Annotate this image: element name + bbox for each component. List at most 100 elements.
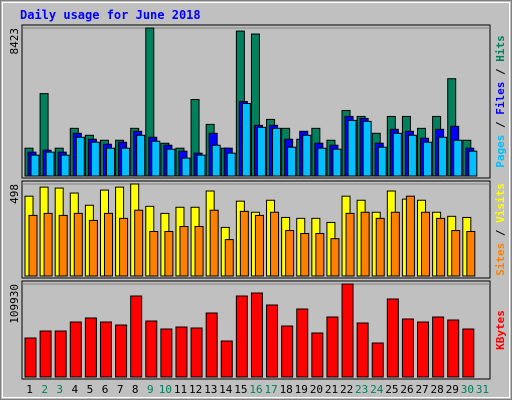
legend: Sites / Visits <box>494 183 507 276</box>
bar <box>121 147 131 177</box>
x-tick-label: 2 <box>41 383 48 396</box>
bar <box>194 225 204 277</box>
x-tick-label: 9 <box>147 383 154 396</box>
x-tick-label: 19 <box>295 383 308 396</box>
x-tick-label: 20 <box>310 383 323 396</box>
bar <box>438 136 448 177</box>
bar <box>405 195 415 277</box>
bar <box>181 157 191 177</box>
bar <box>103 212 113 277</box>
x-tick-label: 28 <box>431 383 444 396</box>
bar <box>377 146 387 177</box>
bar <box>287 146 297 177</box>
bar <box>69 321 82 378</box>
bar <box>75 136 85 177</box>
x-tick-label: 21 <box>325 383 338 396</box>
x-tick-label: 8 <box>132 383 139 396</box>
x-tick-label: 10 <box>159 383 172 396</box>
bar <box>300 233 310 277</box>
bar <box>390 211 400 277</box>
bar <box>235 295 248 378</box>
legend-entry: KBytes <box>494 310 507 350</box>
bar <box>256 126 266 177</box>
bar <box>54 330 67 378</box>
bar <box>45 151 55 177</box>
x-tick-label: 17 <box>264 383 277 396</box>
x-tick-label: 1 <box>26 383 33 396</box>
bar <box>134 209 144 277</box>
bar <box>196 154 206 177</box>
bar <box>226 152 236 177</box>
bar <box>145 320 158 378</box>
bar <box>451 230 461 277</box>
legend-entry: Visits <box>494 183 507 223</box>
bar <box>99 321 112 378</box>
bar <box>417 321 430 378</box>
bar <box>224 239 234 277</box>
y-tick-label: 109930 <box>8 284 21 324</box>
bar <box>90 141 100 177</box>
bar <box>311 332 324 378</box>
x-tick-label: 13 <box>204 383 217 396</box>
bar <box>326 316 339 378</box>
legend-entry: Pages <box>494 135 507 168</box>
bar <box>356 322 369 378</box>
bar <box>330 238 340 277</box>
bar <box>151 140 161 177</box>
bar <box>392 132 402 177</box>
bar <box>179 225 189 277</box>
legend-separator: / <box>494 115 507 135</box>
bar <box>317 147 327 177</box>
bar <box>341 283 354 378</box>
bar <box>423 141 433 177</box>
legend-separator: / <box>494 62 507 82</box>
bar <box>345 212 355 277</box>
bar <box>205 312 218 378</box>
x-tick-label: 12 <box>189 383 202 396</box>
bar <box>88 219 98 277</box>
x-tick-label: 24 <box>370 383 384 396</box>
chart-title: Daily usage for June 2018 <box>20 8 201 22</box>
x-tick-label: 14 <box>219 383 233 396</box>
bar <box>468 150 478 177</box>
bar <box>136 134 146 177</box>
x-tick-label: 4 <box>72 383 79 396</box>
bar <box>453 139 463 177</box>
bar <box>164 230 174 277</box>
x-tick-label: 26 <box>400 383 413 396</box>
bar <box>386 298 399 378</box>
bar <box>115 324 128 378</box>
bar <box>28 214 38 277</box>
bar <box>39 330 52 378</box>
bar <box>347 119 357 177</box>
bar <box>266 304 279 378</box>
legend: KBytes <box>494 310 507 350</box>
bar <box>315 233 325 277</box>
bar <box>24 337 37 378</box>
bar <box>239 210 249 277</box>
bar <box>360 211 370 277</box>
legend-entry: Hits <box>494 35 507 62</box>
bar <box>119 217 129 277</box>
bar <box>375 217 385 277</box>
bar <box>285 230 295 277</box>
bar <box>175 326 188 378</box>
bar <box>241 103 251 177</box>
bar <box>270 211 280 277</box>
x-tick-label: 16 <box>249 383 262 396</box>
x-tick-label: 30 <box>461 383 474 396</box>
x-tick-label: 29 <box>446 383 459 396</box>
x-tick-label: 31 <box>476 383 489 396</box>
bar <box>421 211 431 277</box>
x-tick-label: 6 <box>102 383 109 396</box>
bar <box>160 328 173 378</box>
x-tick-label: 3 <box>56 383 63 396</box>
x-tick-label: 18 <box>280 383 293 396</box>
x-tick-label: 5 <box>87 383 94 396</box>
legend-entry: Sites <box>494 243 507 276</box>
bar <box>149 230 159 277</box>
bar <box>130 295 143 378</box>
x-tick-label: 23 <box>355 383 368 396</box>
bar <box>302 134 312 177</box>
